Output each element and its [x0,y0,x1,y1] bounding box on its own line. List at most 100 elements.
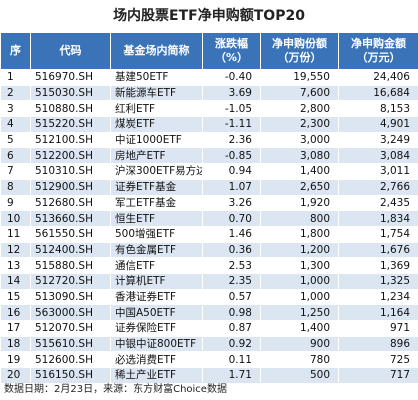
table-cell: 0.57 [202,288,261,306]
table-row: 9 512680.SH 军工ETF基金 3.26 1,920 2,435 [0,194,418,212]
table-cell: 3,080 [260,147,339,165]
table-cell: 513660.SH [30,210,111,227]
table-cell: 561550.SH [30,225,111,243]
table-cell: 3,011 [338,163,418,180]
table-cell: 证券ETF基金 [110,178,203,196]
table-cell: 0.94 [202,163,261,180]
table-row: 3 510880.SH 红利ETF -1.05 2,800 8,153 [0,100,418,118]
table-cell: 房地产ETF [110,147,203,165]
header-line: （万份） [277,51,322,64]
column-header: 代码 [30,32,111,70]
table-cell: 512600.SH [30,351,111,369]
table-cell: 1,369 [338,257,418,274]
title: 场内股票ETF净申购额TOP20 [113,8,305,24]
table-cell: 2.53 [202,257,261,274]
table-cell: 2,650 [260,178,339,196]
table-cell: 2,766 [338,178,418,196]
table-cell: 510310.SH [30,163,111,180]
header-line: 代码 [59,44,82,57]
table-cell: 9 [0,194,31,212]
table-cell: 军工ETF基金 [110,194,203,212]
table-cell: 1,000 [260,288,339,306]
table-cell: 563000.SH [30,304,111,321]
table-cell: 1.71 [202,367,261,384]
table-cell: 恒生ETF [110,210,203,227]
table-cell: 新能源车ETF [110,84,203,102]
table-cell: 2,300 [260,116,339,133]
table-row: 12 512400.SH 有色金属ETF 0.36 1,200 1,676 [0,241,418,259]
table-row: 7 510310.SH 沪深300ETF易方达 0.94 1,400 3,011 [0,163,418,180]
header-line: （万元） [356,51,401,64]
table-row: 4 515220.SH 煤炭ETF -1.11 2,300 4,901 [0,116,418,133]
column-header: 净申购金额 （万元） [338,32,418,70]
table-cell: 1,676 [338,241,418,259]
table-cell: 19,550 [260,69,339,86]
table-cell: 中证1000ETF [110,131,203,149]
table-cell: 512100.SH [30,131,111,149]
table-cell: 1,234 [338,288,418,306]
table-cell: 515030.SH [30,84,111,102]
table-cell: 500 [260,367,339,384]
table-cell: 512720.SH [30,272,111,290]
table-cell: 1,800 [260,225,339,243]
table-row: 15 513090.SH 香港证券ETF 0.57 1,000 1,234 [0,288,418,306]
table-cell: -0.40 [202,69,261,86]
table-cell: 0.11 [202,351,261,369]
table-cell: 0.70 [202,210,261,227]
table-cell: 香港证券ETF [110,288,203,306]
header-line: 净申购金额 [351,37,406,50]
table-cell: 512400.SH [30,241,111,259]
table-cell: 3,249 [338,131,418,149]
table-row: 14 512720.SH 计算机ETF 2.35 1,000 1,325 [0,272,418,290]
table-cell: 896 [338,335,418,353]
table-cell: -1.11 [202,116,261,133]
table: 序代码 基金场内简称 涨跌幅 （%） 净申购份额 （万份） 净申购金额 （万元） 1 51697… [0,32,418,384]
table-cell: 1,300 [260,257,339,274]
table-cell: 1,000 [260,272,339,290]
table-row: 8 512900.SH 证券ETF基金 1.07 2,650 2,766 [0,178,418,196]
column-header: 序 [0,32,31,70]
table-cell: 515880.SH [30,257,111,274]
table-cell: 20 [0,367,31,384]
table-cell: 红利ETF [110,100,203,118]
table-row: 1 516970.SH 基建50ETF -0.40 19,550 24,406 [0,69,418,86]
header-line: （%） [214,51,249,64]
table-cell: 515220.SH [30,116,111,133]
table-cell: 3,000 [260,131,339,149]
table-cell: 6 [0,147,31,165]
header-line: 基金场内简称 [123,44,190,57]
table-cell: 沪深300ETF易方达 [110,163,203,180]
table-cell: 3.69 [202,84,261,102]
table-cell: 1,754 [338,225,418,243]
table-cell: 24,406 [338,69,418,86]
table-cell: 3 [0,100,31,118]
table-cell: 3.26 [202,194,261,212]
table-cell: 12 [0,241,31,259]
table-cell: 14 [0,272,31,290]
table-cell: 1,920 [260,194,339,212]
table-cell: 中国A50ETF [110,304,203,321]
table-body: 1 516970.SH 基建50ETF -0.40 19,550 24,406 2 51503… [0,69,418,384]
table-cell: 2.36 [202,131,261,149]
table-cell: 稀土产业ETF [110,367,203,384]
table-cell: 10 [0,210,31,227]
table-cell: 4,901 [338,116,418,133]
table-row: 5 512100.SH 中证1000ETF 2.36 3,000 3,249 [0,131,418,149]
table-cell: 15 [0,288,31,306]
table-cell: 5 [0,131,31,149]
table-cell: 计算机ETF [110,272,203,290]
table-cell: 1.07 [202,178,261,196]
table-cell: 516150.SH [30,367,111,384]
column-header: 净申购份额 （万份） [260,32,339,70]
table-cell: 1,834 [338,210,418,227]
header-line: 净申购份额 [272,37,327,50]
table-cell: 1.46 [202,225,261,243]
table-cell: 通信ETF [110,257,203,274]
table-cell: 16 [0,304,31,321]
table-row: 6 512200.SH 房地产ETF -0.85 3,080 3,084 [0,147,418,165]
table-cell: 971 [338,320,418,337]
table-cell: 2,800 [260,100,339,118]
table-cell: 4 [0,116,31,133]
column-header: 涨跌幅 （%） [202,32,261,70]
